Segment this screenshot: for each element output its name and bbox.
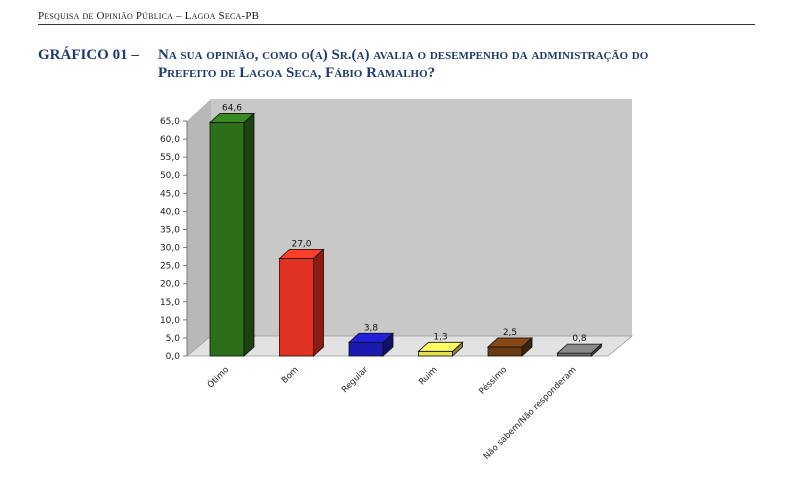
bar-value-label: 64,6 [222,103,242,113]
bar-value-label: 27,0 [291,239,311,249]
y-tick-label: 10,0 [160,316,180,326]
x-category-label: Bom [280,365,301,386]
bar-2: 27,0 [278,239,325,357]
y-tick-label: 25,0 [160,262,180,272]
chart-back-wall [211,99,632,336]
y-tick-label: 35,0 [160,225,180,235]
bar-front [279,257,314,357]
running-header: Pesquisa de Opinião Pública – Lagoa Seca… [38,10,755,25]
bar-top [556,343,603,354]
x-category-label: Ótimo [204,364,231,391]
y-tick-label: 60,0 [160,135,180,145]
y-tick-label: 40,0 [160,207,180,217]
chart-side-wall [187,99,211,356]
figure-label: GRÁFICO 01 – [38,47,139,63]
bar-top [208,113,256,123]
bar-side [243,112,255,357]
y-tick-label: 0,0 [166,352,181,362]
figure-title-line2: Prefeito de Lagoa Seca, Fábio Ramalho? [158,65,436,81]
bar-front [418,350,453,357]
bar-value-label: 1,3 [433,332,447,342]
y-tick-label: 5,0 [166,334,181,344]
bar-side [313,248,324,357]
bar-6: 0,8 [556,334,603,357]
y-tick-label: 50,0 [160,171,180,181]
bar-top [347,332,395,343]
bar-top [486,337,534,348]
figure-title-line1: Na sua opinião, como o(a) Sr.(a) avalia … [158,47,649,63]
y-tick-label: 45,0 [160,189,180,199]
bar-top [417,341,464,352]
bar-front [487,346,523,357]
bar-value-label: 2,5 [503,328,517,338]
bar-value-label: 3,8 [364,323,379,333]
y-tick-label: 55,0 [160,153,180,163]
bar-top [278,248,325,259]
x-category-label: Ruim [417,365,439,387]
y-tick-label: 15,0 [160,298,180,308]
chart-title: GRÁFICO 01 – Na sua opinião, como o(a) Sr… [38,46,755,82]
bar-front [557,352,592,357]
bar-front [348,341,384,357]
bar-5: 2,5 [486,328,534,357]
x-category-label: Regular [340,365,370,395]
y-tick-label: 20,0 [160,280,180,290]
y-axis: 0,0 5,0 10,0 15,0 20,0 25,0 30,0 35,0 40,0 45,0 50… [160,117,188,362]
bar-3: 3,8 [347,323,395,357]
bar-1: 64,6 [208,103,256,357]
bar-value-label: 0,8 [572,334,587,344]
x-category-label: Péssimo [477,364,509,396]
bar-front [209,122,245,357]
y-tick-label: 30,0 [160,244,180,254]
y-tick-label: 65,0 [160,117,180,127]
bar-series: 64,6 27,0 3,8 1,3 2,5 0,8 [208,103,603,357]
bar-4: 1,3 [417,332,464,357]
